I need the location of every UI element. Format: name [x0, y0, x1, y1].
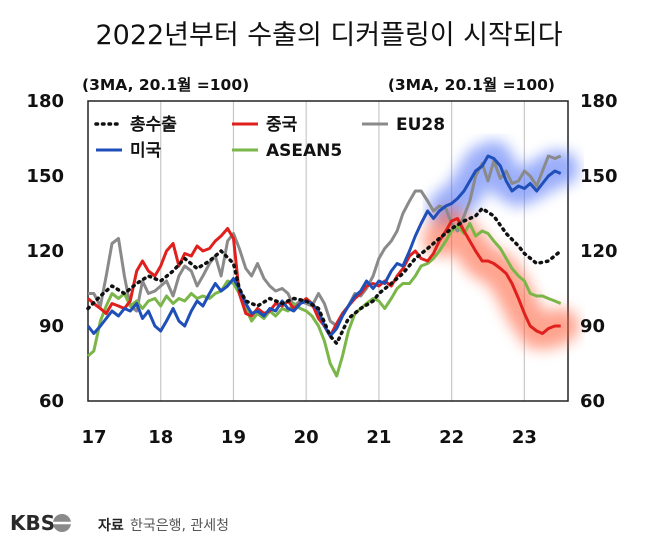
x-tick-20: 20: [294, 427, 319, 448]
x-tick-17: 17: [81, 427, 106, 448]
y-tick-left-60: 60: [39, 391, 64, 412]
y-tick-right-90: 90: [580, 316, 605, 337]
x-tick-labels: 17 18 19 20 21 22 23: [81, 427, 536, 448]
series-line-asean5: [87, 222, 562, 378]
x-tick-21: 21: [366, 427, 391, 448]
right-axis-unit: (3MA, 20.1월 =100): [388, 76, 555, 94]
y-tick-right-60: 60: [580, 391, 605, 412]
source-text: 한국은행, 관세청: [130, 518, 229, 534]
y-tick-right-150: 150: [580, 166, 618, 187]
x-tick-22: 22: [439, 427, 464, 448]
x-tick-23: 23: [512, 427, 537, 448]
source-label: 자료: [98, 518, 124, 534]
kbs-logo-text: KBS: [10, 511, 55, 535]
legend-label-total: 총수출: [130, 115, 177, 135]
series-layer: [86, 154, 563, 378]
legend-label-eu: EU28: [396, 115, 445, 135]
x-tick-19: 19: [221, 427, 246, 448]
china-highlight: [422, 208, 579, 349]
legend-label-us: 미국: [130, 141, 162, 161]
y-tick-left-150: 150: [26, 166, 64, 187]
left-axis-unit: (3MA, 20.1월 =100): [82, 76, 249, 94]
legend: 총수출 미국 중국 ASEAN5 EU28: [94, 115, 445, 161]
y-tick-right-120: 120: [580, 241, 618, 262]
plot-frame: [87, 100, 569, 402]
y-tick-left-120: 120: [26, 241, 64, 262]
y-tick-left-180: 180: [26, 91, 64, 112]
chart-title: 2022년부터 수출의 디커플링이 시작되다: [95, 20, 562, 51]
x-tick-18: 18: [148, 427, 173, 448]
legend-label-china: 중국: [266, 115, 298, 135]
y-tick-labels: 60 60 90 90 120 120 150 150 180 180: [26, 91, 617, 412]
series-line-total-export: [86, 206, 563, 346]
y-tick-right-180: 180: [580, 91, 618, 112]
kbs-logo: KBS: [10, 511, 71, 535]
legend-label-asean: ASEAN5: [266, 141, 342, 161]
y-tick-left-90: 90: [39, 316, 64, 337]
